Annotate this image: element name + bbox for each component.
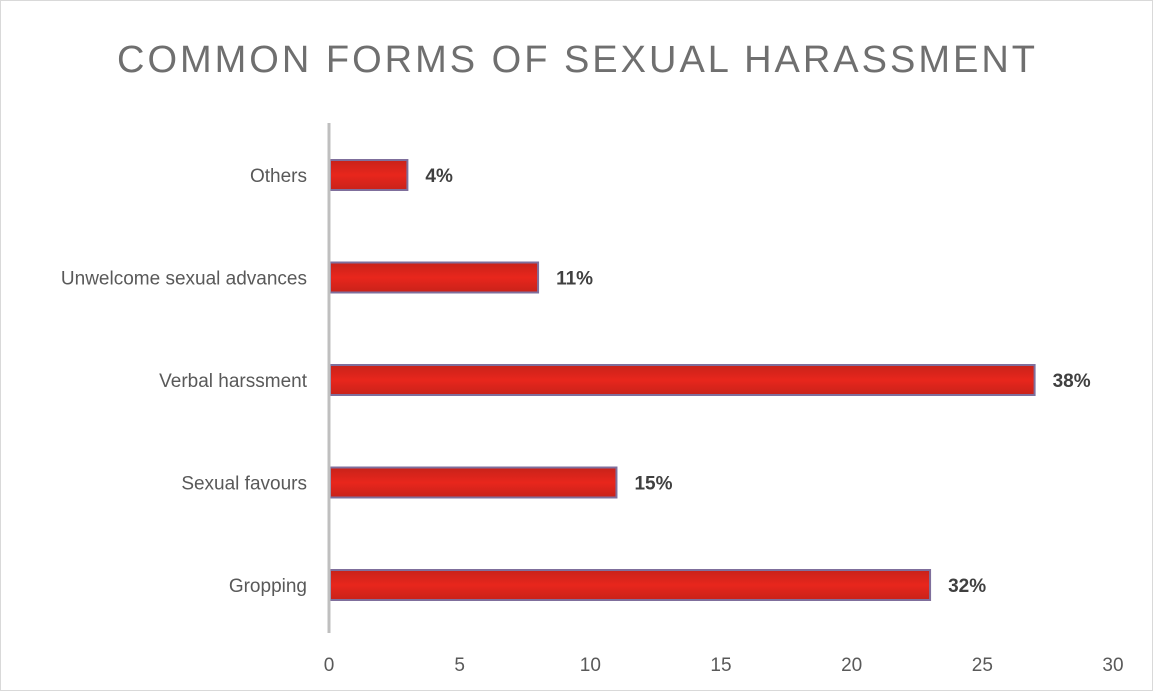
- data-label: 4%: [425, 166, 453, 187]
- category-label: Sexual favours: [181, 474, 307, 495]
- data-label: 38%: [1053, 371, 1091, 392]
- category-label: Others: [250, 166, 307, 187]
- x-tick-label: 30: [1102, 655, 1123, 676]
- x-tick-label: 0: [324, 655, 335, 676]
- bar-2: [329, 364, 1036, 396]
- x-tick-label: 15: [710, 655, 731, 676]
- labels-layer: Others 4% Unwelcome sexual advances 11% Verb…: [61, 166, 1091, 597]
- bar-4: [329, 569, 932, 601]
- data-label: 11%: [556, 269, 593, 290]
- bar-1: [329, 261, 540, 294]
- bar-0: [329, 159, 409, 191]
- data-label: 32%: [948, 576, 986, 597]
- category-label: Unwelcome sexual advances: [61, 269, 307, 290]
- x-tick-label: 25: [972, 655, 993, 676]
- axis-layer: 0 5 10 15 20 25 30: [324, 123, 1124, 676]
- x-tick-label: 10: [580, 655, 601, 676]
- x-tick-label: 5: [454, 655, 465, 676]
- chart-title: COMMON FORMS OF SEXUAL HARASSMENT: [117, 39, 1038, 81]
- bar-3: [329, 466, 618, 499]
- category-label: Verbal harssment: [159, 371, 308, 392]
- bars-layer: [329, 159, 1036, 601]
- data-label: 15%: [634, 474, 672, 495]
- x-tick-label: 20: [841, 655, 862, 676]
- category-label: Gropping: [229, 576, 307, 597]
